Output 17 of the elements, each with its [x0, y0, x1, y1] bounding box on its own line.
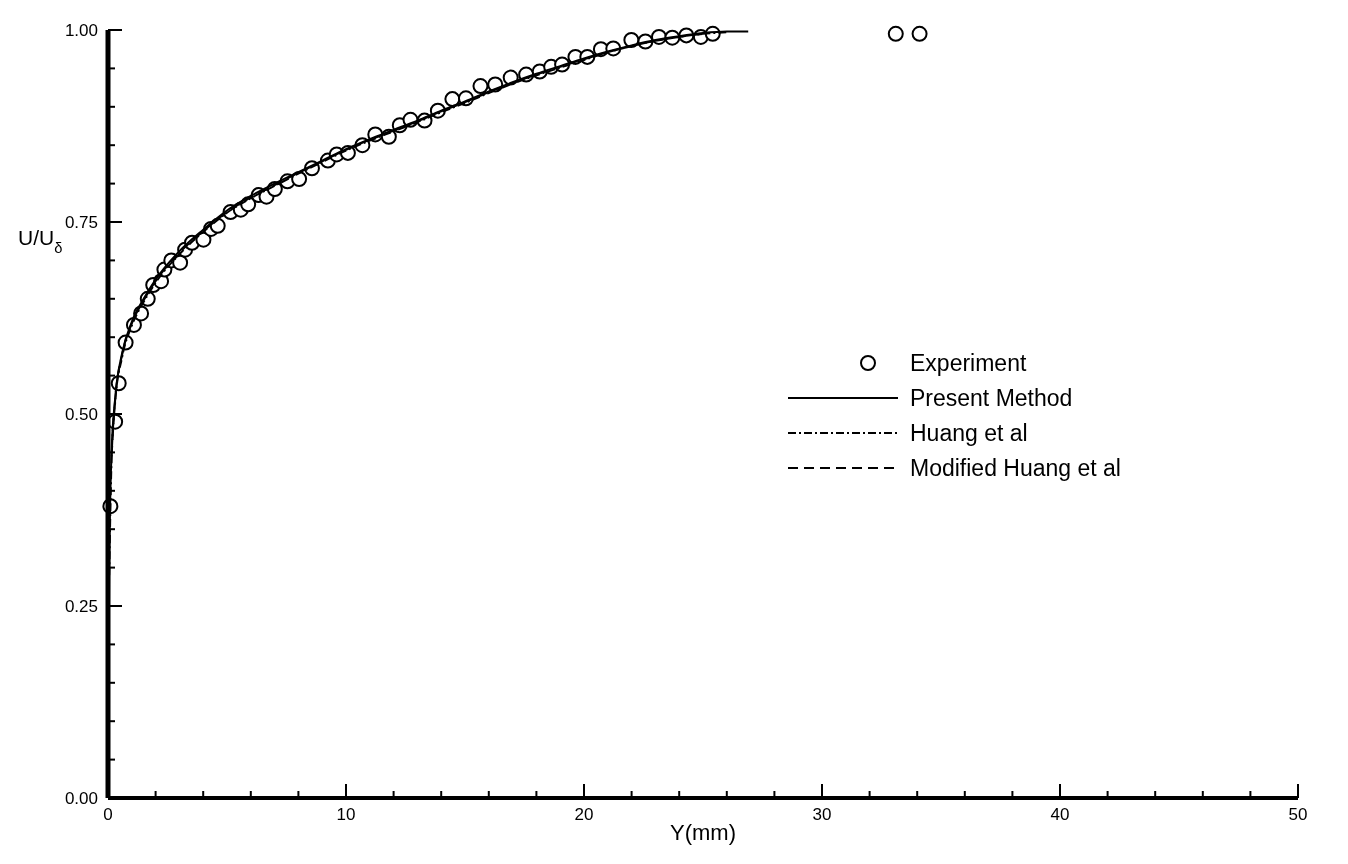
y-tick-label: 0.00 — [64, 789, 98, 808]
x-tick-label: 10 — [336, 805, 356, 824]
legend-label: Present Method — [910, 385, 1073, 411]
y-tick-label: 0.50 — [64, 405, 98, 424]
y-tick-label: 1.00 — [64, 21, 98, 40]
legend-label: Huang et al — [910, 420, 1028, 446]
x-tick-label: 20 — [574, 805, 594, 824]
x-tick-label: 0 — [103, 805, 113, 824]
y-axis-title: U/U$_{δ}$ — [18, 226, 63, 257]
x-tick-label: 40 — [1050, 805, 1070, 824]
y-tick-label: 0.25 — [64, 597, 98, 616]
y-tick-label: 0.75 — [64, 213, 98, 232]
legend-label: Modified Huang et al — [910, 455, 1121, 481]
x-tick-label: 30 — [812, 805, 832, 824]
x-tick-label: 50 — [1288, 805, 1308, 824]
x-axis-title: Y(mm) — [670, 820, 736, 845]
legend-label: Experiment — [910, 350, 1027, 376]
